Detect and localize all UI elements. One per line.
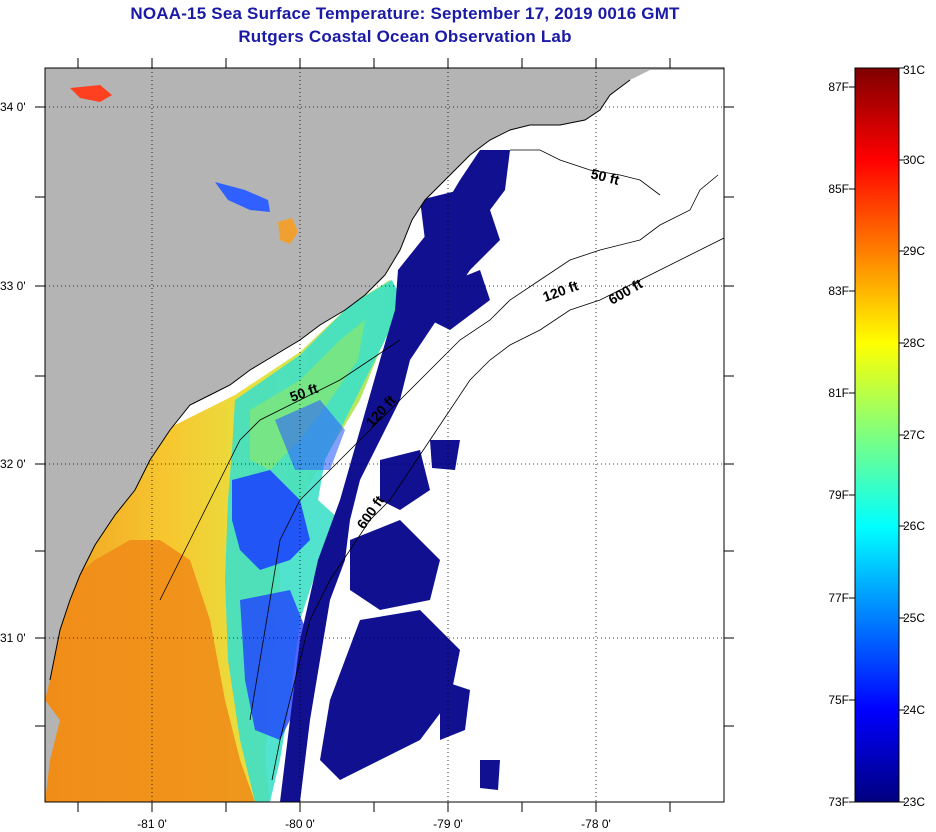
colorbar-c-23: 23C xyxy=(903,795,925,809)
colorbar-c-25: 25C xyxy=(903,611,925,625)
sst-green-patch xyxy=(250,320,365,470)
colorbar-f-87: 87F xyxy=(828,80,849,94)
lon-label-79: -79 0' xyxy=(433,817,463,831)
isobath-120ft xyxy=(249,174,719,721)
sst-cold-patch-6 xyxy=(440,680,470,740)
sst-blue-eddy-1 xyxy=(232,470,310,570)
sst-orange-core xyxy=(45,540,255,802)
lon-label-78: -78 0' xyxy=(581,817,611,831)
sst-cold-patch-1 xyxy=(420,190,470,250)
land xyxy=(45,68,724,700)
sst-cold-edge xyxy=(280,150,510,802)
lon-label-80: -80 0' xyxy=(285,817,315,831)
colorbar-f-75: 75F xyxy=(828,693,849,707)
colorbar-c-30: 30C xyxy=(903,153,925,167)
colorbar-f-81: 81F xyxy=(828,386,849,400)
inland-warm-patch-3 xyxy=(278,218,298,244)
inland-warm-patch-1 xyxy=(70,85,112,102)
sst-cold-patch-5 xyxy=(430,440,460,470)
colorbar-f-79: 79F xyxy=(828,488,849,502)
land-strip xyxy=(45,700,60,802)
sst-cold-patch-4 xyxy=(320,610,460,780)
lon-label-81: -81 0' xyxy=(137,817,167,831)
sst-cold-patch-7 xyxy=(430,270,490,330)
tick-marks xyxy=(35,58,734,812)
map-subtitle: Rutgers Coastal Ocean Observation Lab xyxy=(238,27,572,46)
sst-cold-patch-3 xyxy=(350,520,440,610)
isobath-label-50ft-north: 50 ft xyxy=(589,165,621,188)
colorbar-c-29: 29C xyxy=(903,244,925,258)
coastline xyxy=(49,79,631,681)
sst-blue-eddy-3 xyxy=(275,400,345,470)
lat-label-33: 33 0' xyxy=(0,279,26,293)
sst-cold-patch-2 xyxy=(380,450,430,510)
colorbar-f-83: 83F xyxy=(828,284,849,298)
colorbar-c-27: 27C xyxy=(903,428,925,442)
colorbar-ticks xyxy=(849,67,905,803)
map-title: NOAA-15 Sea Surface Temperature: Septemb… xyxy=(130,4,680,23)
colorbar xyxy=(854,67,900,803)
colorbar-c-31: 31C xyxy=(903,63,925,77)
colorbar-f-73: 73F xyxy=(828,795,849,809)
colorbar-f-85: 85F xyxy=(828,182,849,196)
colorbar-c-28: 28C xyxy=(903,336,925,350)
colorbar-f-77: 77F xyxy=(828,591,849,605)
colorbar-c-26: 26C xyxy=(903,519,925,533)
isobath-600ft xyxy=(271,237,724,781)
inland-warm-patch-2 xyxy=(215,182,270,212)
lat-label-32: 32 0' xyxy=(0,457,26,471)
sst-cold-patch-8 xyxy=(480,760,500,790)
lat-label-31: 31 0' xyxy=(0,631,26,645)
isobath-50ft xyxy=(159,149,661,601)
colorbar-c-24: 24C xyxy=(903,703,925,717)
lat-label-34: 34 0' xyxy=(0,100,26,114)
map-frame xyxy=(44,67,725,803)
